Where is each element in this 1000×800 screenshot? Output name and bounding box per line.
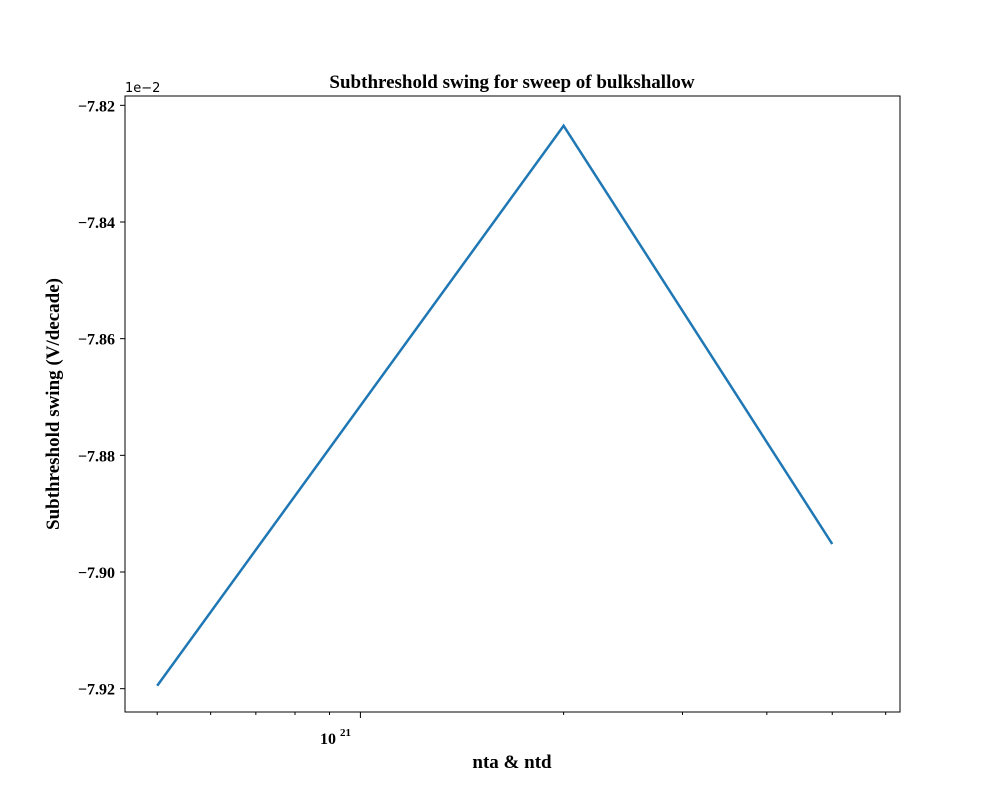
y-tick-label: −7.86: [78, 332, 115, 349]
plot-area-frame: [124, 95, 901, 713]
y-tick-label: −7.90: [78, 565, 115, 582]
x-axis-label: nta & ntd: [472, 752, 552, 773]
y-tick-label: −7.92: [78, 682, 115, 699]
y-tick-label: −7.82: [78, 98, 115, 115]
x-tick-label-10e21: 10 21: [320, 727, 351, 748]
chart-title: Subthreshold swing for sweep of bulkshal…: [329, 72, 694, 93]
series-line: [156, 123, 834, 687]
y-offset-label: 1e−2: [125, 81, 160, 96]
y-axis-label: Subthreshold swing (V/decade): [43, 278, 64, 530]
x-tick-base: 10: [320, 731, 336, 748]
y-tick-label: −7.88: [78, 448, 115, 465]
x-tick-exponent: 21: [340, 727, 351, 739]
series-layer: [156, 123, 834, 687]
ticks-layer: −7.82 −7.84 −7.86 −7.88 −7.90 −7.92: [78, 98, 887, 718]
y-tick-label: −7.84: [78, 215, 115, 232]
